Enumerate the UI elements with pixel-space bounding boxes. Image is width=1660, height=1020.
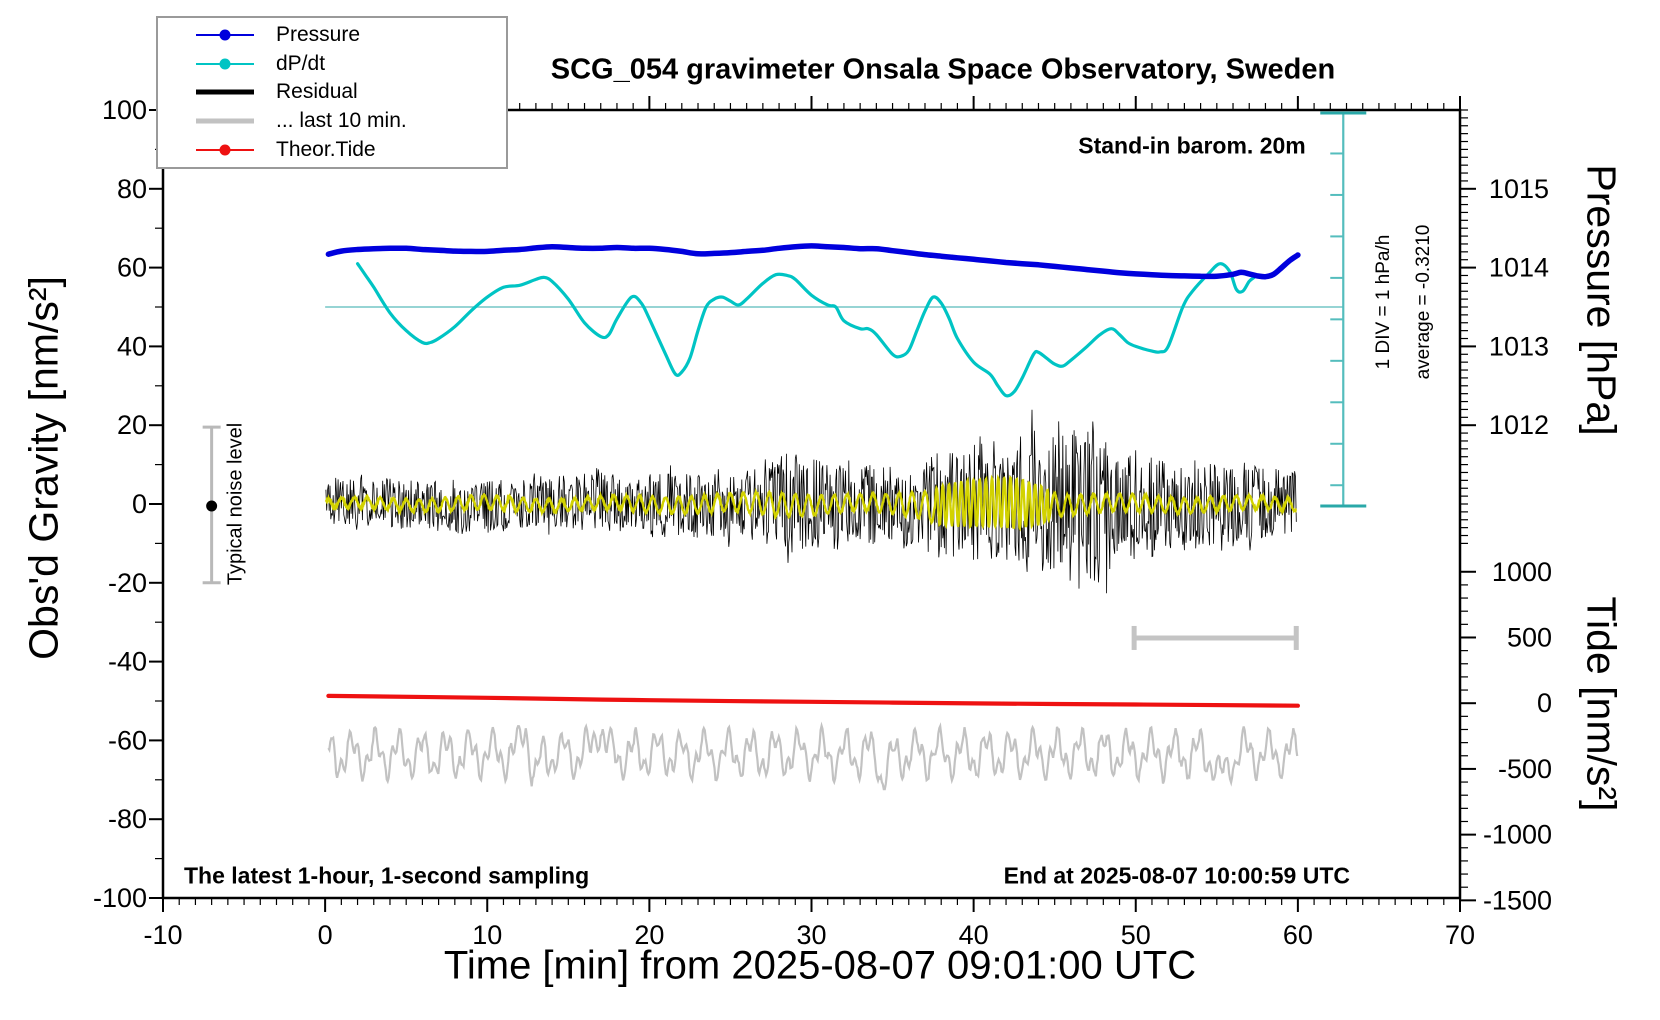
y-left-tick-label: -80 — [108, 804, 147, 834]
y-left-tick-label: 60 — [117, 253, 147, 283]
tide-series — [326, 693, 1300, 708]
noise-error-dot — [206, 500, 218, 512]
legend-line — [196, 118, 254, 124]
y-left-tick-label: 100 — [102, 95, 147, 125]
x-tick-label: -10 — [143, 920, 182, 950]
pressure-tick-label: 1014 — [1489, 253, 1549, 283]
x-tick-label: 70 — [1445, 920, 1475, 950]
y-left-tick-label: -100 — [93, 883, 147, 913]
pressure-tick-label: 1012 — [1489, 410, 1549, 440]
pressure-series — [325, 243, 1301, 280]
y-axis-title-tide: Tide [nm/s²] — [1578, 596, 1625, 812]
legend-label: ... last 10 min. — [276, 109, 407, 133]
tide-tick-label: 500 — [1507, 622, 1552, 652]
legend-marker-0 — [196, 29, 254, 41]
x-tick-label: 30 — [796, 920, 826, 950]
legend-marker-1 — [196, 58, 254, 70]
legend-item-2: Residual — [158, 78, 506, 106]
legend-label: dP/dt — [276, 51, 326, 75]
y-left-tick-label: 80 — [117, 174, 147, 204]
y-axis-title-gravity: Obs'd Gravity [nm/s²] — [20, 276, 67, 660]
legend-marker-2 — [196, 86, 254, 98]
legend-label: Residual — [276, 80, 358, 104]
y-left-tick-label: 40 — [117, 331, 147, 361]
tide-tick-label: -1500 — [1483, 885, 1552, 915]
legend-item-3: ... last 10 min. — [158, 107, 506, 135]
legend-dot — [219, 144, 231, 156]
legend-item-0: Pressure — [158, 21, 506, 49]
y-left-tick-label: 20 — [117, 410, 147, 440]
barometer-note: Stand-in barom. 20m — [1078, 132, 1306, 159]
legend: Pressure dP/dt Residual ... last 10 min. The… — [156, 16, 508, 169]
x-tick-label: 0 — [318, 920, 333, 950]
end-time-note: End at 2025-08-07 10:00:59 UTC — [1003, 862, 1350, 889]
pressure-tick-label: 1013 — [1489, 331, 1549, 361]
tide-tick-label: 0 — [1537, 688, 1552, 718]
div-scale-note: 1 DIV = 1 hPa/h — [1373, 234, 1394, 370]
residual-smoothed-series — [324, 474, 1298, 532]
legend-marker-3 — [196, 115, 254, 127]
legend-label: Pressure — [276, 22, 361, 46]
legend-label: Theor.Tide — [276, 138, 376, 162]
x-tick-label: 20 — [634, 920, 664, 950]
y-left-tick-label: 0 — [132, 489, 147, 519]
tide-tick-label: 1000 — [1492, 557, 1552, 587]
y-left-tick-label: -60 — [108, 725, 147, 755]
average-slope-note: average = -0.3210 — [1413, 224, 1434, 380]
x-tick-label: 10 — [472, 920, 502, 950]
noise-level-label: Typical noise level — [224, 422, 247, 586]
last10-series — [327, 721, 1299, 791]
pressure-tick-label: 1015 — [1489, 174, 1549, 204]
sampling-note: The latest 1-hour, 1-second sampling — [184, 862, 590, 889]
legend-marker-4 — [196, 144, 254, 156]
legend-dot — [219, 58, 231, 70]
legend-dot — [219, 29, 231, 41]
x-tick-label: 40 — [959, 920, 989, 950]
y-left-tick-label: -20 — [108, 568, 147, 598]
tide-tick-label: -500 — [1498, 754, 1552, 784]
legend-item-1: dP/dt — [158, 50, 506, 78]
x-axis-title: Time [min] from 2025-08-07 09:01:00 UTC — [443, 943, 1197, 988]
y-axis-title-pressure: Pressure [hPa] — [1578, 164, 1625, 436]
tide-tick-label: -1000 — [1483, 820, 1552, 850]
legend-item-4: Theor.Tide — [158, 136, 506, 164]
x-tick-label: 50 — [1121, 920, 1151, 950]
dpdt-series — [356, 262, 1256, 398]
y-left-tick-label: -40 — [108, 647, 147, 677]
x-tick-label: 60 — [1283, 920, 1313, 950]
legend-line — [196, 89, 254, 95]
chart-title: SCG_054 gravimeter Onsala Space Observat… — [550, 53, 1336, 86]
